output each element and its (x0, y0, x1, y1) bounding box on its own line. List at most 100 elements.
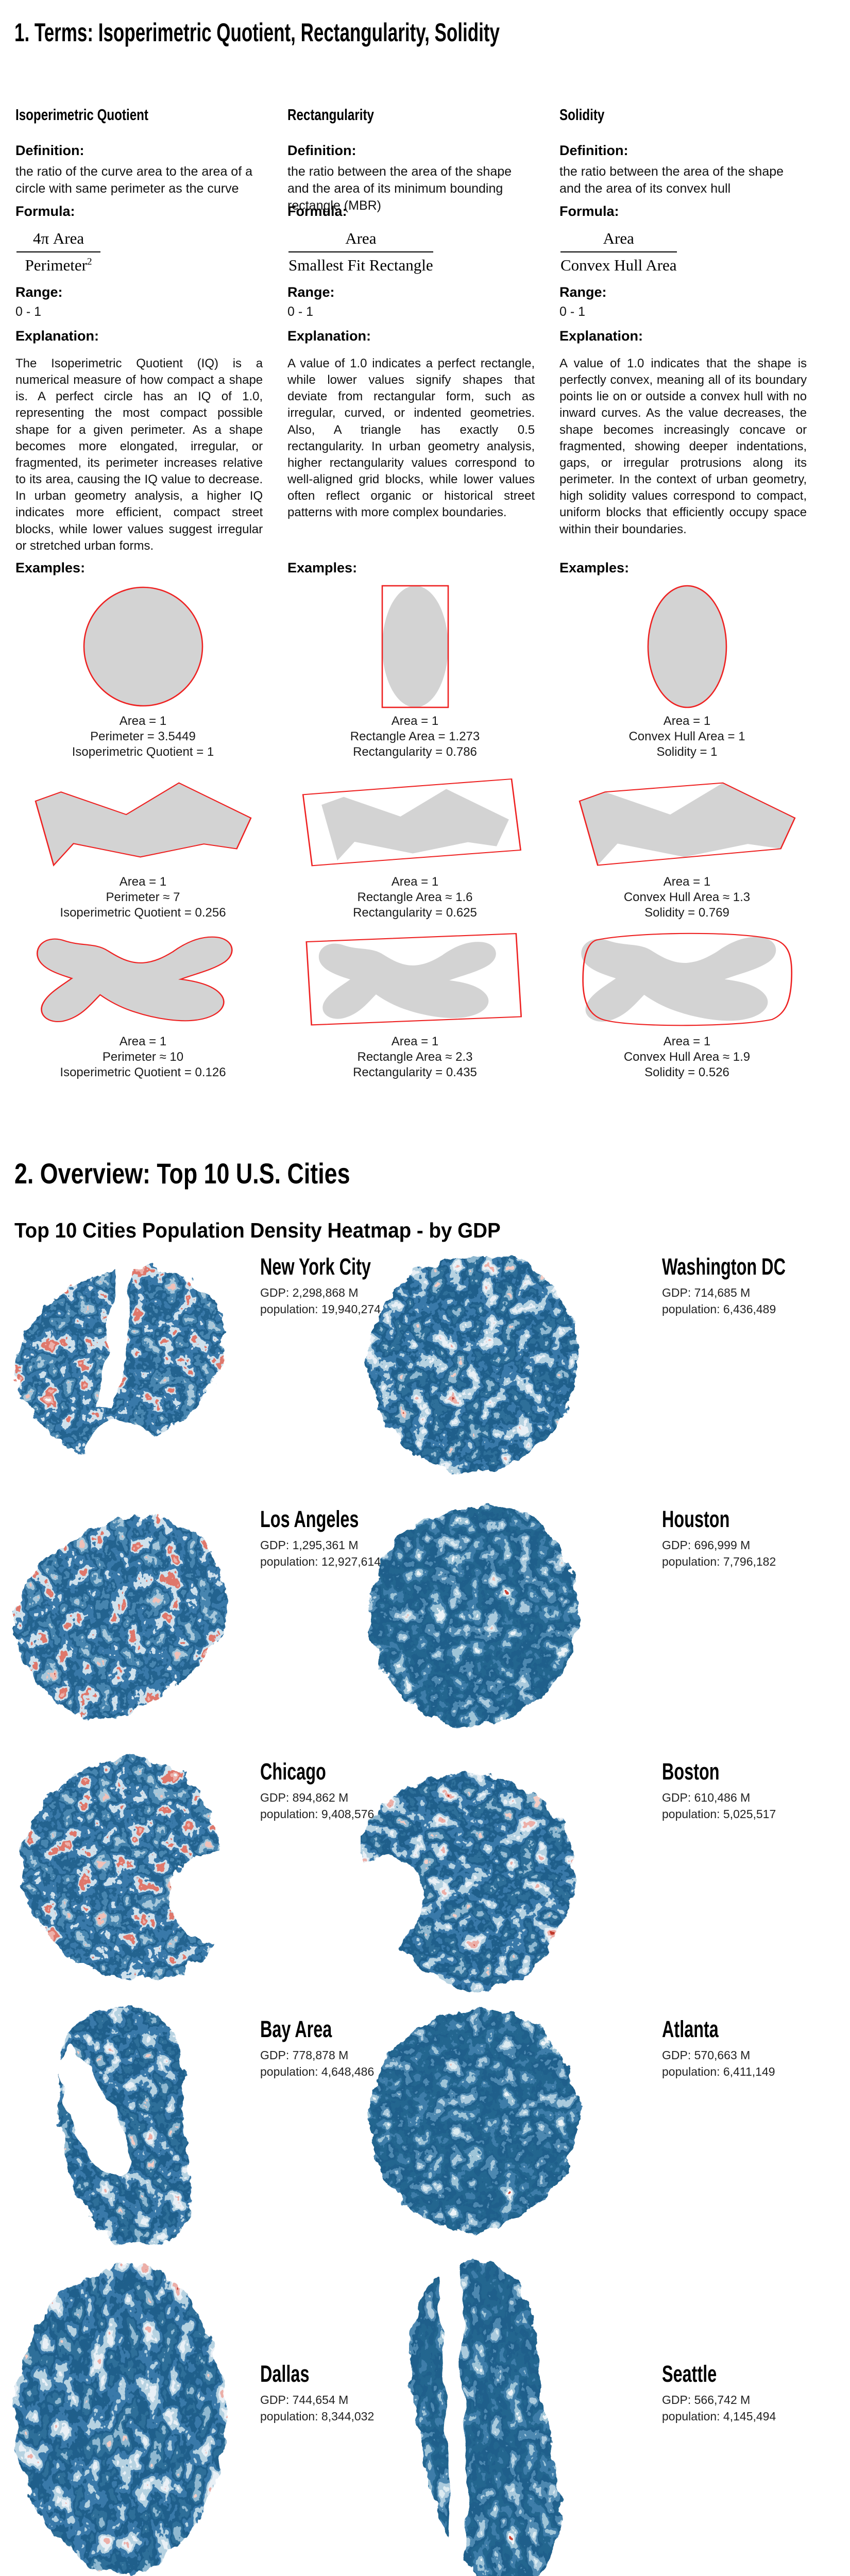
city-gdp: GDP: 714,685 M (662, 1286, 751, 1299)
example-caption: Area = 1 Convex Hull Area = 1 Solidity =… (628, 714, 745, 759)
example-figure-polygon-hull (559, 776, 814, 874)
heatmap-seattle (410, 2260, 560, 2576)
city-row: Dallas GDP: 744,654 M population: 8,344,… (0, 2255, 850, 2576)
city-gdp: GDP: 1,295,361 M (260, 1538, 359, 1552)
section2-subtitle: Top 10 Cities Population Density Heatmap… (14, 1218, 501, 1242)
example-caption: Area = 1 Convex Hull Area ≈ 1.3 Solidity… (623, 875, 751, 920)
term-column-rectangularity: Rectangularity Definition: the ratio bet… (287, 106, 542, 1095)
city-population: population: 7,796,182 (662, 1555, 776, 1569)
example-caption: Area = 1 Convex Hull Area ≈ 1.9 Solidity… (623, 1035, 751, 1080)
range-label: Range: (287, 284, 335, 300)
city-card: Chicago GDP: 894,862 M population: 9,408… (260, 1758, 446, 1822)
city-card: Bay Area GDP: 778,878 M population: 4,64… (260, 2016, 446, 2080)
term-name: Rectangularity (287, 106, 374, 124)
definition-label: Definition: (15, 143, 84, 158)
section2-title: 2. Overview: Top 10 U.S. Cities (14, 1157, 350, 1190)
city-row: New York City GDP: 2,298,868 M populatio… (0, 1245, 850, 1498)
definition-text: the ratio of the curve area to the area … (15, 164, 253, 196)
city-name: Chicago (260, 1758, 326, 1785)
city-gdp: GDP: 2,298,868 M (260, 1286, 359, 1299)
city-gdp: GDP: 570,663 M (662, 2048, 751, 2062)
city-card: Atlanta GDP: 570,663 M population: 6,411… (662, 2016, 847, 2080)
example-caption: Area = 1 Perimeter ≈ 7 Isoperimetric Quo… (60, 875, 226, 920)
city-name: Houston (662, 1506, 730, 1532)
denominator-exponent: 2 (87, 256, 92, 267)
term-name: Solidity (559, 106, 605, 124)
example-figure-polygon (15, 776, 270, 874)
blob-shape (318, 942, 496, 1019)
terms-columns: Isoperimetric Quotient Definition: the r… (15, 106, 840, 1095)
example-figure-blob-mbr (287, 930, 542, 1033)
range-value: 0 - 1 (559, 304, 586, 319)
heatmap-new-york-city (16, 1250, 225, 1474)
section1-title: 1. Terms: Isoperimetric Quotient, Rectan… (14, 18, 500, 47)
polygon-shape (321, 789, 509, 861)
term-column-isoperimetric-quotient: Isoperimetric Quotient Definition: the r… (15, 106, 270, 1095)
city-gdp: GDP: 696,999 M (662, 1538, 751, 1552)
example-figure-ellipse-mbr (287, 582, 542, 714)
examples-label: Examples: (287, 560, 358, 575)
city-name: Bay Area (260, 2016, 332, 2042)
city-card: Dallas GDP: 744,654 M population: 8,344,… (260, 2361, 446, 2425)
blob-shape (581, 937, 776, 1022)
circle-shape (83, 586, 203, 707)
fraction-numerator: 4π Area (16, 229, 101, 252)
city-gdp: GDP: 744,654 M (260, 2393, 349, 2406)
formula-fraction: 4π Area Perimeter2 (16, 229, 101, 275)
city-population: population: 12,927,614 (260, 1555, 381, 1569)
mbr-outline (305, 933, 522, 1026)
heatmap-houston (369, 1505, 579, 1726)
polygon-shape (35, 782, 251, 866)
examples-label: Examples: (15, 560, 86, 575)
city-row: Chicago GDP: 894,862 M population: 9,408… (0, 1750, 850, 2003)
definition-text: the ratio between the area of the shape … (559, 164, 784, 196)
convex-hull-outline (647, 585, 727, 708)
city-gdp: GDP: 566,742 M (662, 2393, 751, 2406)
definition-label: Definition: (287, 143, 356, 158)
city-population: population: 4,648,486 (260, 2065, 375, 2079)
city-name: Dallas (260, 2361, 310, 2387)
explanation-label: Explanation: (287, 328, 371, 344)
mbr-outline (302, 778, 521, 867)
city-row: Bay Area GDP: 778,878 M population: 4,64… (0, 2003, 850, 2255)
example-caption: Area = 1 Rectangle Area ≈ 1.6 Rectangula… (353, 875, 477, 920)
city-population: population: 5,025,517 (662, 1807, 776, 1821)
term-name: Isoperimetric Quotient (15, 106, 148, 124)
example-figure-circle (15, 582, 270, 714)
heatmap-bay-area (35, 2003, 216, 2247)
heatmap-atlanta (369, 2010, 579, 2231)
city-population: population: 9,408,576 (260, 1807, 375, 1821)
formula-fraction: Area Smallest Fit Rectangle (288, 229, 433, 275)
explanation-text: A value of 1.0 indicates that the shape … (559, 357, 807, 536)
heatmap-chicago (20, 1757, 220, 1980)
heatmap-boston (361, 1750, 587, 1995)
range-value: 0 - 1 (287, 304, 314, 319)
example-caption: Area = 1 Rectangle Area = 1.273 Rectangu… (350, 714, 480, 759)
convex-hull-outline (582, 933, 792, 1026)
fraction-denominator: Perimeter2 (25, 256, 92, 274)
example-figure-ellipse-hull (559, 582, 814, 714)
city-gdp: GDP: 778,878 M (260, 2048, 349, 2062)
range-label: Range: (15, 284, 63, 300)
city-population: population: 19,940,274 (260, 1302, 381, 1316)
blob-shape (36, 936, 233, 1023)
formula-label: Formula: (15, 204, 75, 219)
city-name: Washington DC (662, 1253, 786, 1280)
city-name: New York City (260, 1253, 371, 1280)
polygon-shape (579, 783, 795, 866)
explanation-text: The Isoperimetric Quotient (IQ) is a num… (15, 357, 263, 553)
example-caption: Area = 1 Rectangle Area ≈ 2.3 Rectangula… (353, 1035, 477, 1080)
definition-label: Definition: (559, 143, 628, 158)
city-name: Seattle (662, 2361, 717, 2387)
city-name: Los Angeles (260, 1506, 359, 1532)
example-figure-blob (15, 930, 270, 1033)
fraction-numerator: Area (560, 229, 677, 252)
explanation-label: Explanation: (15, 328, 99, 344)
example-figure-blob-hull (559, 930, 814, 1033)
heatmap-los-angeles (16, 1516, 225, 1717)
city-row: Los Angeles GDP: 1,295,361 M population:… (0, 1498, 850, 1750)
city-population: population: 8,344,032 (260, 2410, 375, 2424)
formula-label: Formula: (559, 204, 619, 219)
mbr-outline (381, 585, 449, 708)
